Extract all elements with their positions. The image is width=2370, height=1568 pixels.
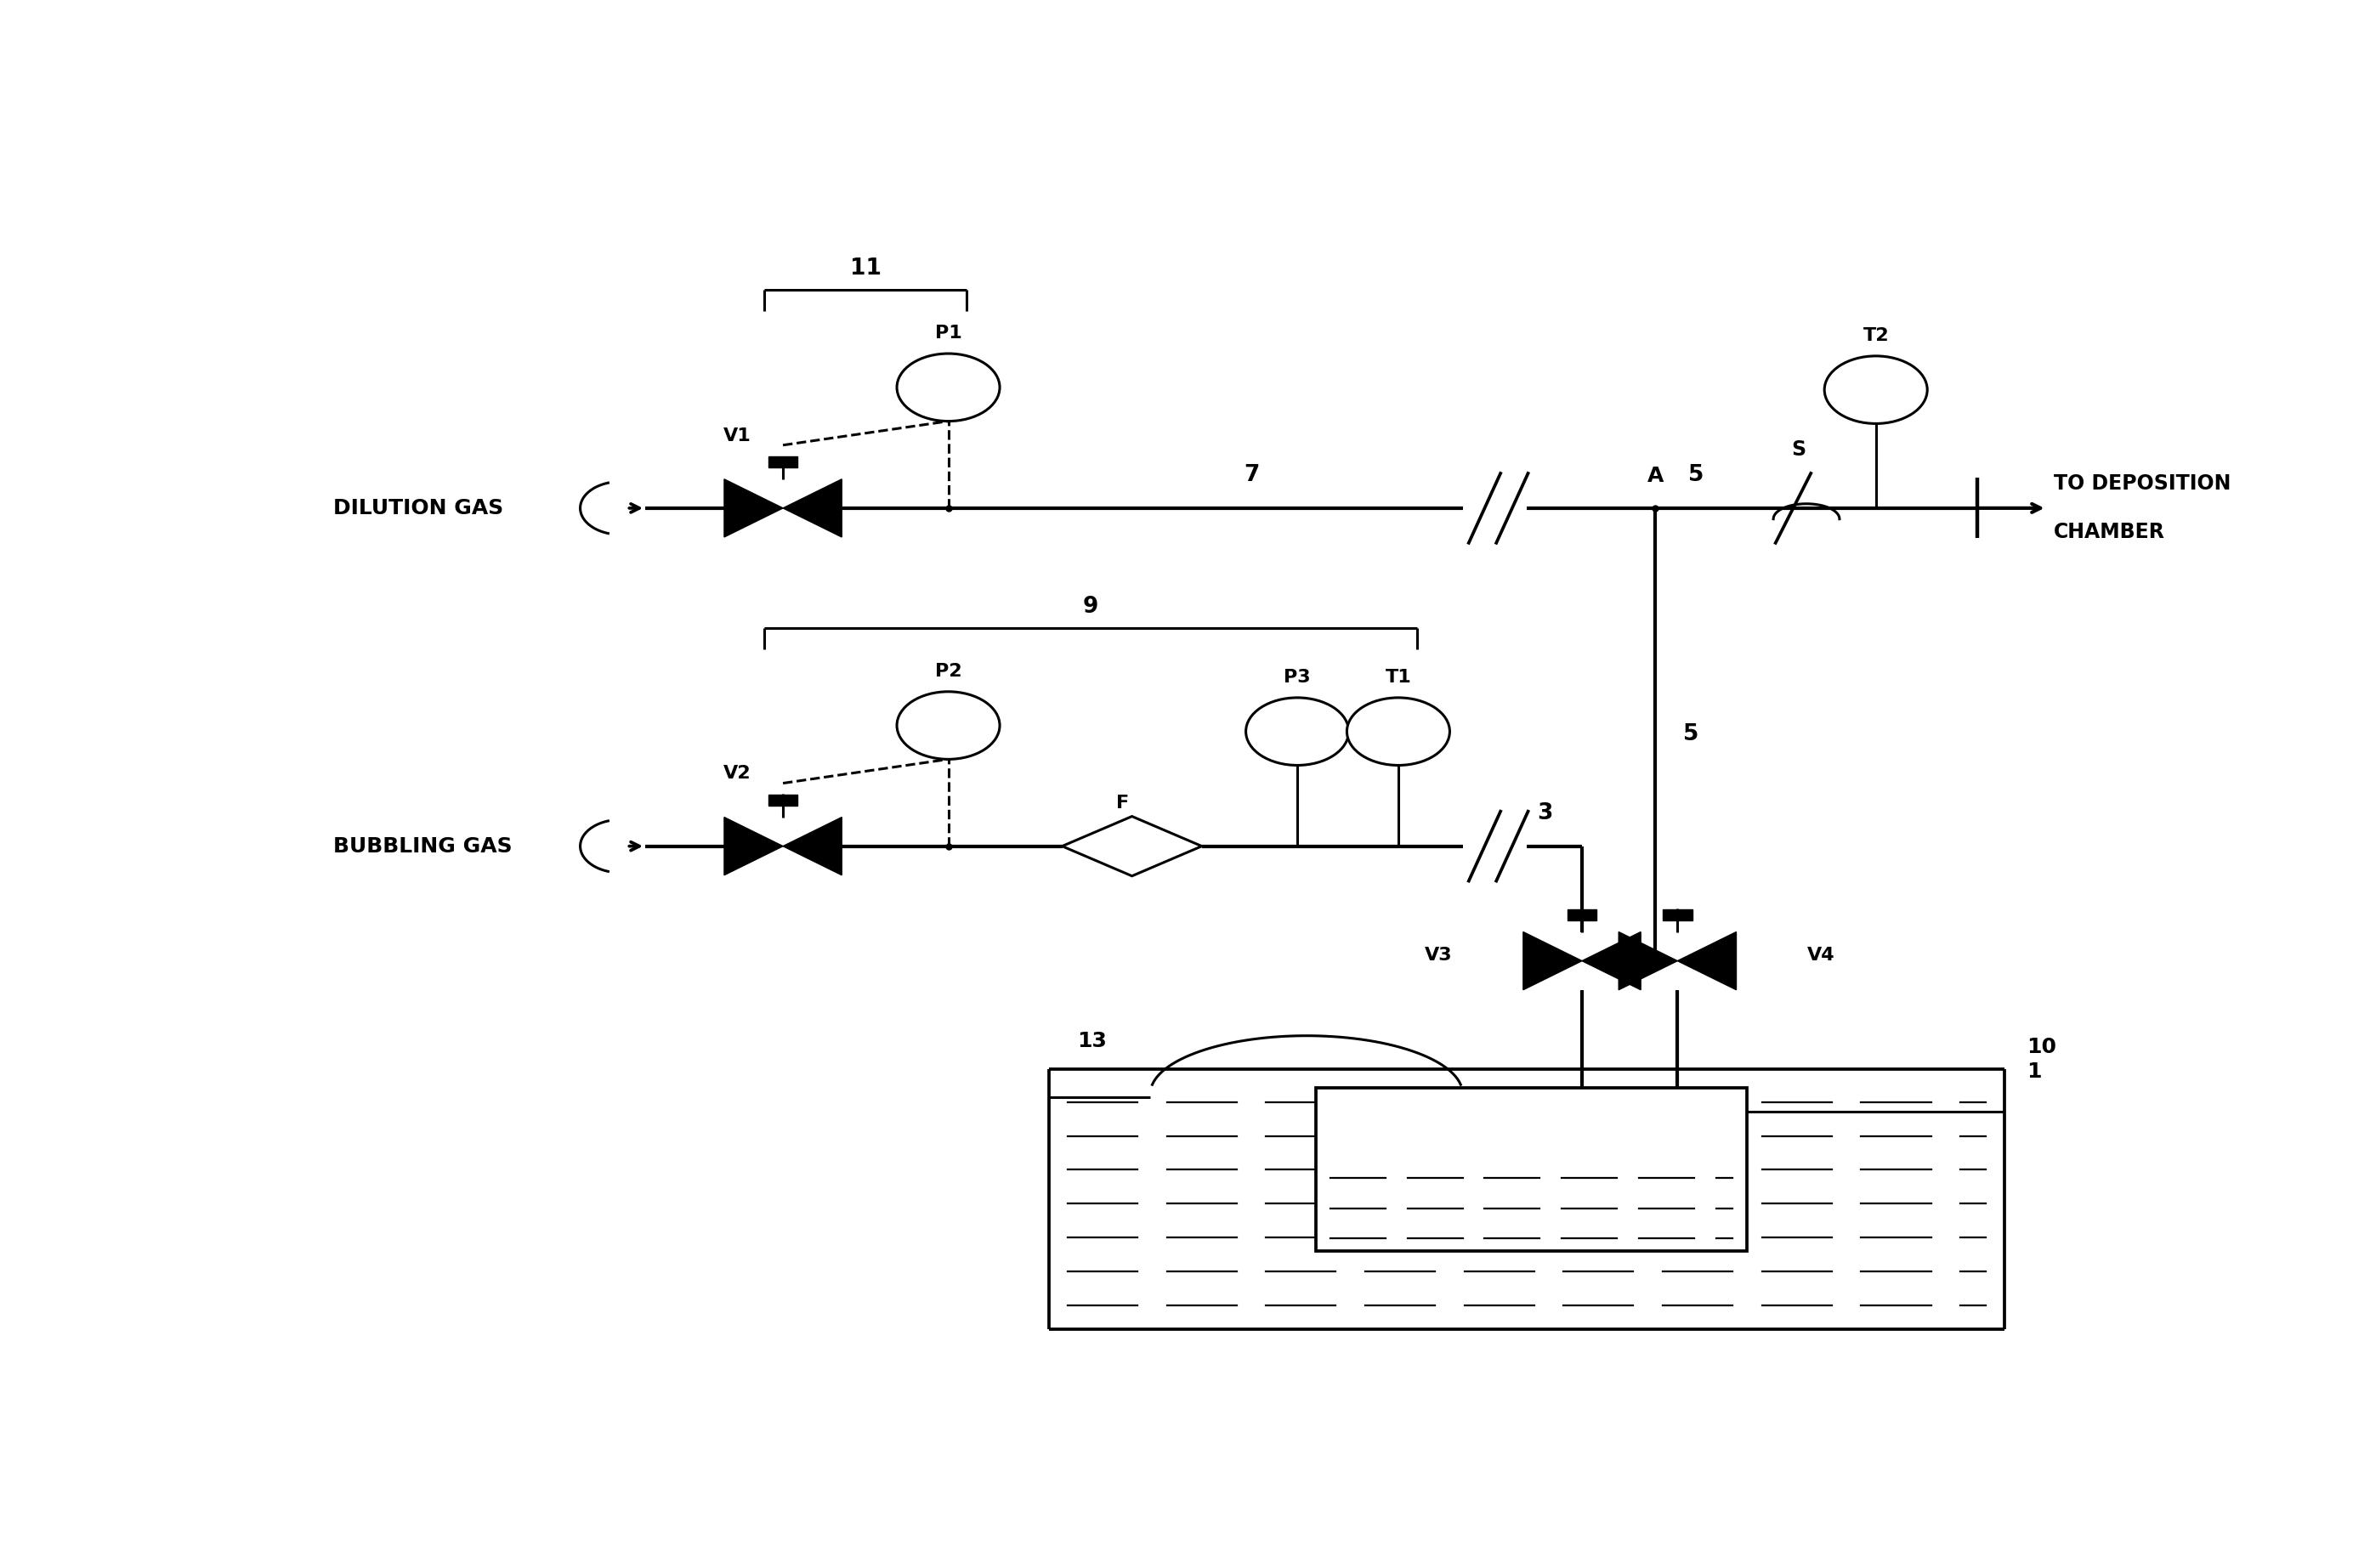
Circle shape [896,353,1000,422]
Circle shape [896,691,1000,759]
Polygon shape [1619,931,1678,989]
Text: T2: T2 [1863,326,1889,343]
Text: TO DEPOSITION: TO DEPOSITION [2055,474,2230,494]
Text: V3: V3 [1424,947,1453,963]
Text: T1: T1 [1384,668,1413,685]
Circle shape [1247,698,1349,765]
Text: DILUTION GAS: DILUTION GAS [332,499,502,519]
Circle shape [1825,356,1927,423]
Text: 1: 1 [2026,1062,2041,1082]
Text: 5: 5 [1683,723,1699,745]
Bar [1315,1088,1747,1251]
Polygon shape [725,817,782,875]
Text: 3: 3 [1538,803,1552,825]
Text: P2: P2 [934,663,962,679]
Text: P1: P1 [934,325,962,342]
Text: CHAMBER: CHAMBER [2055,522,2166,543]
Text: 11: 11 [851,257,882,281]
Bar [768,456,799,467]
Polygon shape [725,480,782,538]
Text: V1: V1 [723,426,751,444]
Text: V2: V2 [723,765,751,782]
Text: V4: V4 [1806,947,1834,963]
Polygon shape [1678,931,1737,989]
Text: BUBBLING GAS: BUBBLING GAS [332,836,512,856]
Polygon shape [782,817,841,875]
Text: 9: 9 [1083,596,1097,618]
Text: S: S [1792,439,1806,459]
Text: F: F [1116,795,1128,812]
Text: P3: P3 [1285,668,1311,685]
Text: 13: 13 [1076,1032,1107,1052]
Bar [1664,909,1692,920]
Text: A: A [1647,466,1664,486]
Text: 5: 5 [1687,464,1704,486]
Bar [768,795,799,806]
Polygon shape [782,480,841,538]
Bar [1567,909,1597,920]
Polygon shape [1583,931,1640,989]
Circle shape [1346,698,1450,765]
Text: 7: 7 [1244,464,1258,486]
Polygon shape [1524,931,1583,989]
Text: 10: 10 [2026,1036,2057,1057]
